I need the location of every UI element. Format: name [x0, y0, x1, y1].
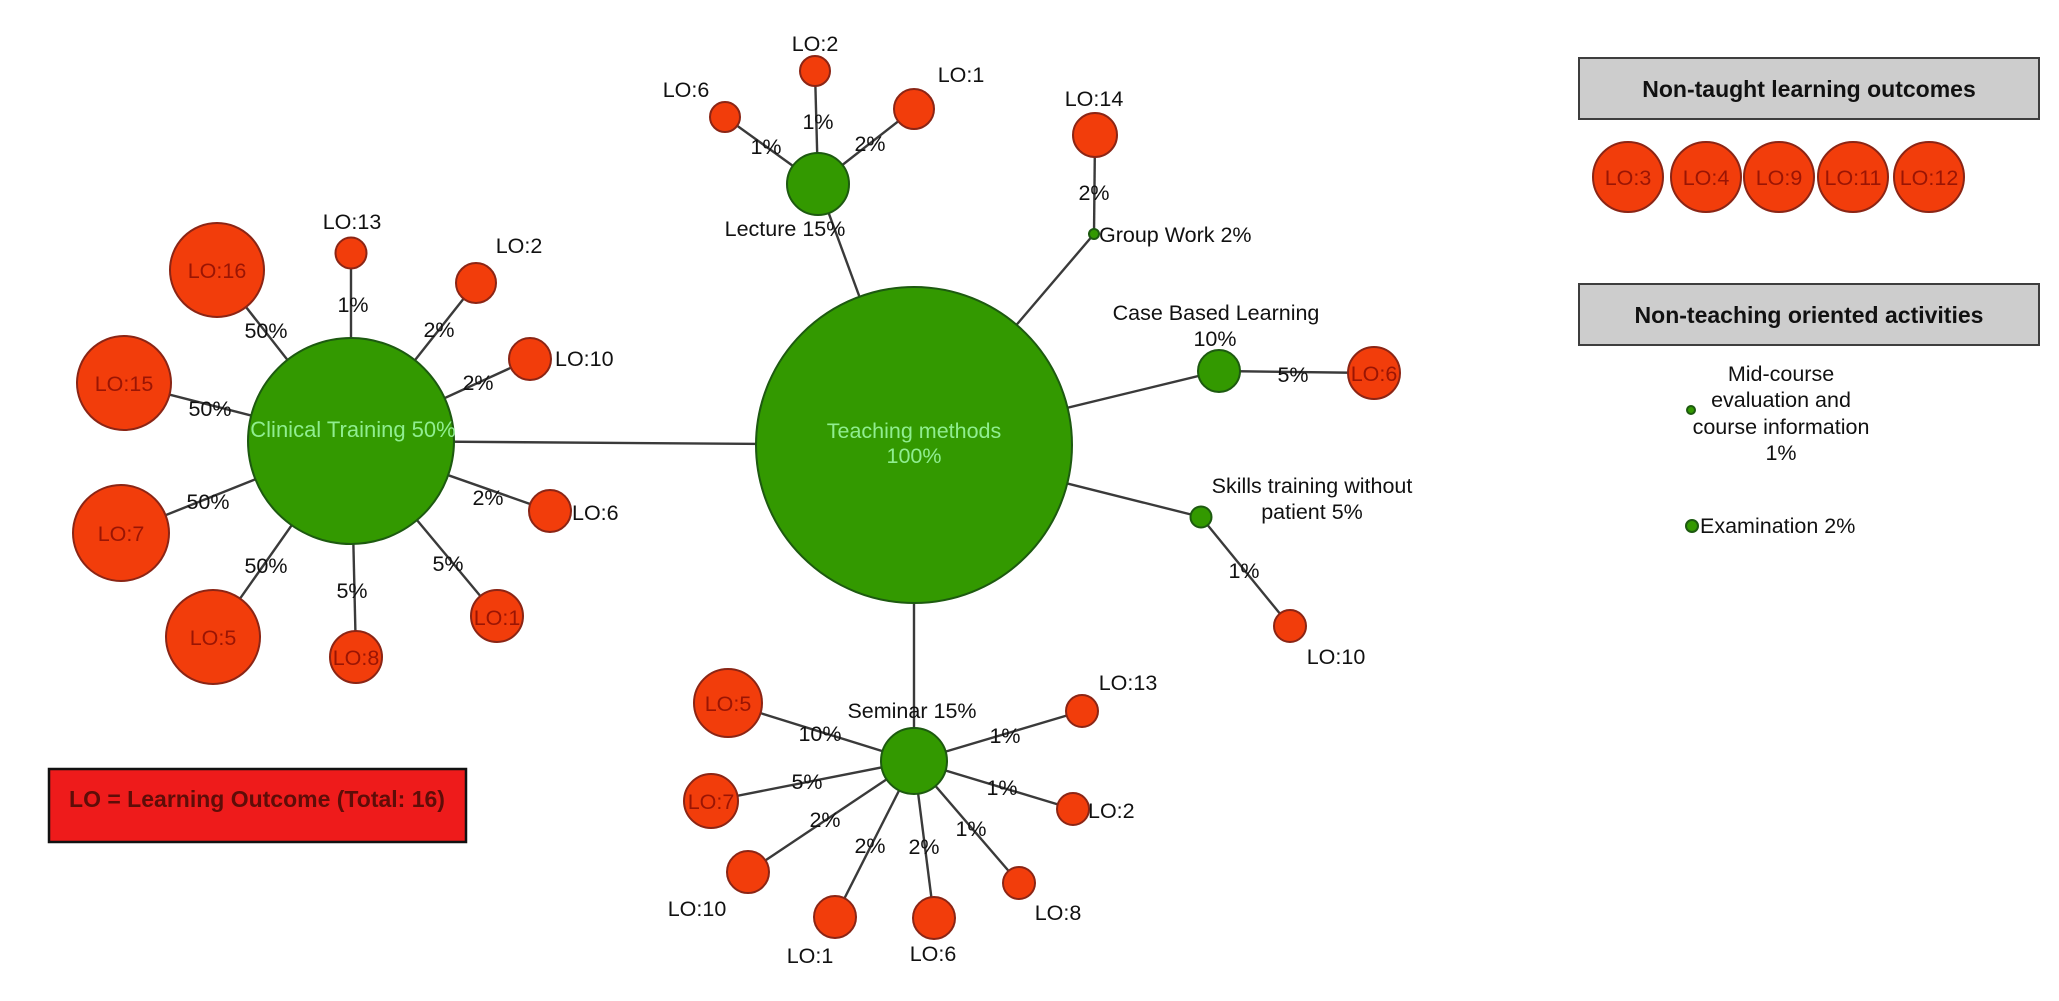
svg-text:Clinical Training 50%: Clinical Training 50% [250, 417, 455, 442]
svg-text:5%: 5% [1277, 363, 1308, 387]
svg-text:1%: 1% [955, 817, 986, 841]
svg-text:LO:2: LO:2 [792, 32, 839, 56]
svg-text:LO:3: LO:3 [1605, 166, 1652, 190]
svg-text:Case Based Learning: Case Based Learning [1113, 301, 1320, 325]
svg-text:10%: 10% [1193, 327, 1236, 351]
svg-text:LO:10: LO:10 [555, 347, 614, 371]
svg-text:Skills training without: Skills training without [1212, 474, 1413, 498]
svg-text:LO:1: LO:1 [474, 606, 521, 630]
svg-text:Lecture 15%: Lecture 15% [725, 217, 846, 241]
svg-text:50%: 50% [244, 554, 287, 578]
svg-text:LO:2: LO:2 [1088, 799, 1135, 823]
svg-text:2%: 2% [908, 835, 939, 859]
svg-text:evaluation and: evaluation and [1711, 388, 1851, 412]
svg-text:1%: 1% [337, 293, 368, 317]
svg-text:LO:6: LO:6 [1351, 362, 1398, 386]
svg-text:1%: 1% [989, 724, 1020, 748]
svg-text:1%: 1% [1228, 559, 1259, 583]
svg-text:LO:8: LO:8 [1035, 901, 1082, 925]
svg-text:Group Work 2%: Group Work 2% [1099, 223, 1252, 247]
svg-text:Seminar 15%: Seminar 15% [847, 699, 976, 723]
svg-text:50%: 50% [186, 490, 229, 514]
svg-text:2%: 2% [854, 834, 885, 858]
svg-text:2%: 2% [1078, 181, 1109, 205]
svg-text:LO:2: LO:2 [496, 234, 543, 258]
svg-text:1%: 1% [802, 110, 833, 134]
svg-text:5%: 5% [791, 770, 822, 794]
svg-text:50%: 50% [188, 397, 231, 421]
svg-text:2%: 2% [854, 132, 885, 156]
svg-text:LO:1: LO:1 [787, 944, 834, 968]
svg-text:2%: 2% [809, 808, 840, 832]
svg-text:Mid-course: Mid-course [1728, 362, 1834, 386]
svg-text:Teaching methods: Teaching methods [827, 419, 1002, 443]
svg-text:LO:6: LO:6 [910, 942, 957, 966]
svg-text:LO:1: LO:1 [938, 63, 985, 87]
svg-text:Non-taught learning outcomes: Non-taught learning outcomes [1642, 76, 1976, 102]
svg-text:LO:6: LO:6 [572, 501, 619, 525]
svg-text:10%: 10% [798, 722, 841, 746]
svg-text:LO:10: LO:10 [1307, 645, 1366, 669]
svg-text:2%: 2% [462, 371, 493, 395]
svg-text:100%: 100% [887, 444, 942, 468]
svg-text:LO:13: LO:13 [1099, 671, 1158, 695]
svg-text:LO:7: LO:7 [688, 790, 735, 814]
svg-text:LO:11: LO:11 [1825, 166, 1882, 190]
svg-text:LO = Learning Outcome (Total:: LO = Learning Outcome (Total: 16) [69, 786, 445, 812]
svg-text:LO:16: LO:16 [188, 259, 247, 283]
svg-text:LO:15: LO:15 [95, 372, 154, 396]
svg-text:LO:5: LO:5 [190, 626, 237, 650]
svg-text:LO:14: LO:14 [1065, 87, 1124, 111]
svg-text:course information: course information [1693, 415, 1870, 439]
svg-text:LO:12: LO:12 [1900, 166, 1959, 190]
svg-text:LO:6: LO:6 [663, 78, 710, 102]
svg-text:5%: 5% [336, 579, 367, 603]
svg-text:5%: 5% [432, 552, 463, 576]
svg-text:LO:4: LO:4 [1683, 166, 1730, 190]
svg-text:50%: 50% [244, 319, 287, 343]
svg-text:LO:10: LO:10 [668, 897, 727, 921]
svg-text:2%: 2% [472, 486, 503, 510]
svg-text:1%: 1% [986, 776, 1017, 800]
svg-text:Examination 2%: Examination 2% [1700, 514, 1855, 538]
svg-text:Non-teaching oriented activiti: Non-teaching oriented activities [1635, 302, 1984, 328]
svg-text:LO:7: LO:7 [98, 522, 145, 546]
svg-text:LO:9: LO:9 [1756, 166, 1803, 190]
svg-text:1%: 1% [1765, 441, 1796, 465]
svg-text:LO:8: LO:8 [333, 646, 380, 670]
svg-text:2%: 2% [423, 318, 454, 342]
svg-text:LO:13: LO:13 [323, 210, 382, 234]
svg-text:1%: 1% [750, 135, 781, 159]
svg-text:LO:5: LO:5 [705, 692, 752, 716]
svg-text:patient 5%: patient 5% [1261, 500, 1363, 524]
